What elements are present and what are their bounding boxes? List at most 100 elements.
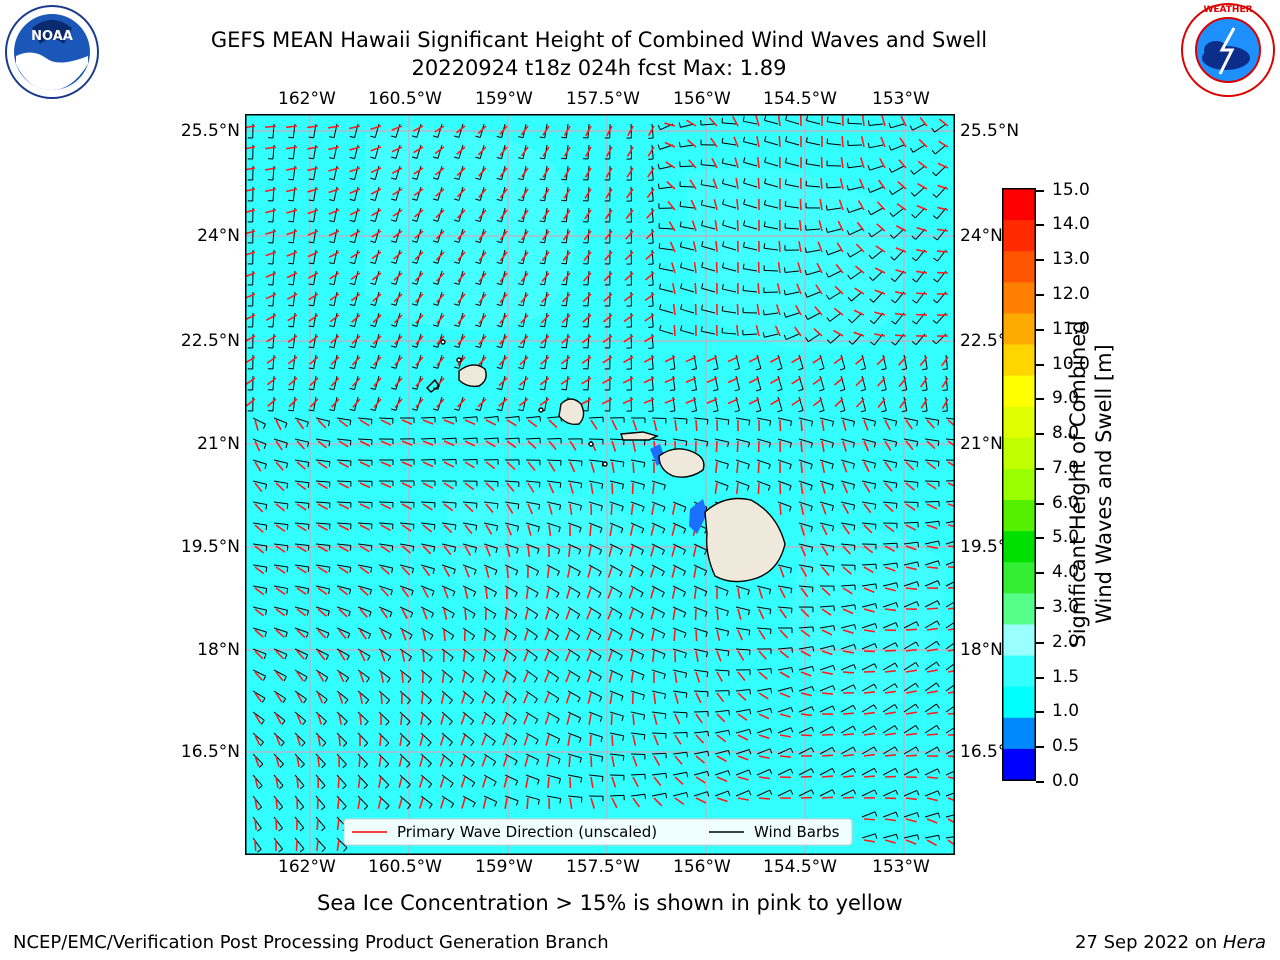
wave-direction-arrow	[632, 755, 638, 767]
wind-barb	[252, 648, 267, 655]
wave-direction-arrow	[265, 293, 277, 300]
wind-barb-tick	[922, 368, 928, 371]
colorbar-tick-mark	[1036, 642, 1044, 644]
wind-barb	[903, 703, 916, 713]
wave-direction-arrow	[422, 629, 427, 641]
wind-barb-tick	[785, 136, 788, 142]
wind-barb-tick	[284, 654, 288, 660]
wind-barb	[735, 769, 750, 776]
wind-barb-tick	[370, 303, 376, 306]
wind-barb-tick	[728, 710, 730, 716]
wave-direction-arrow	[581, 356, 592, 364]
wave-direction-arrow	[855, 356, 865, 365]
wind-barb-tick	[492, 635, 496, 641]
wind-barb-tick	[831, 768, 836, 774]
wave-direction-arrow	[757, 461, 760, 474]
wind-barb-tick	[454, 177, 460, 180]
wind-barb	[294, 774, 305, 786]
wind-barb-tick	[496, 177, 502, 181]
wind-barb	[785, 140, 800, 146]
wind-barb	[565, 354, 569, 369]
wave-direction-arrow	[727, 356, 739, 363]
wave-direction-arrow	[485, 566, 490, 578]
wind-barb-tick	[831, 726, 836, 732]
wind-barb-tick	[470, 657, 475, 662]
wind-barb-tick	[791, 687, 794, 693]
wave-direction-arrow	[755, 115, 760, 127]
wave-direction-arrow	[523, 734, 529, 746]
wave-direction-arrow	[422, 566, 431, 577]
wind-barb	[722, 122, 737, 125]
wind-barb	[630, 793, 645, 797]
wind-barb	[378, 753, 390, 765]
wind-barb	[609, 543, 623, 551]
wind-barb-tick	[764, 178, 767, 184]
wave-direction-arrow	[583, 230, 592, 241]
wave-direction-arrow	[317, 461, 328, 469]
wave-direction-arrow	[370, 188, 382, 195]
wind-barb-tick	[725, 590, 729, 596]
wind-barb-tick	[895, 462, 898, 468]
wind-barb-tick	[432, 366, 439, 369]
wind-barb	[945, 621, 955, 629]
wind-barb	[672, 417, 687, 420]
wind-barb	[504, 480, 520, 483]
wind-barb-tick	[726, 611, 729, 617]
wind-barb	[588, 732, 603, 738]
wind-barb	[798, 564, 813, 568]
wave-direction-arrow	[478, 314, 487, 324]
wave-direction-arrow	[937, 228, 949, 232]
wind-barb-tick	[657, 124, 661, 130]
wind-barb	[420, 711, 432, 722]
wind-barb-tick	[518, 241, 524, 244]
wind-barb-tick	[347, 633, 351, 639]
wave-direction-arrow	[523, 713, 529, 725]
colorbar-tick: 4.0	[1052, 562, 1080, 582]
wind-barb	[609, 585, 623, 594]
wave-direction-arrow	[539, 377, 550, 386]
wind-barb-tick	[727, 770, 731, 776]
wind-barb-tick	[915, 768, 920, 774]
wind-barb-tick	[599, 549, 603, 555]
wind-barb	[630, 711, 645, 716]
wave-direction-arrow	[916, 248, 928, 253]
wind-barb	[273, 648, 288, 655]
wind-barb	[544, 333, 548, 348]
wind-barb	[609, 732, 624, 737]
wind-barb	[630, 480, 645, 486]
wave-direction-arrow	[275, 650, 285, 660]
wave-direction-arrow	[485, 482, 495, 492]
wind-barb-tick	[470, 762, 475, 767]
wind-barb	[315, 816, 326, 828]
wave-direction-arrow	[905, 690, 917, 694]
wave-direction-arrow	[456, 398, 466, 408]
wave-direction-arrow	[563, 167, 571, 178]
wave-direction-arrow	[562, 251, 571, 262]
wind-barb-tick	[328, 441, 331, 447]
wave-direction-arrow	[884, 649, 897, 652]
wind-barb-tick	[342, 785, 347, 790]
wind-barb-tick	[881, 389, 887, 392]
wave-direction-arrow	[456, 146, 466, 155]
wave-direction-arrow	[287, 314, 298, 322]
wave-direction-arrow	[884, 482, 893, 492]
wind-barb-tick	[762, 332, 765, 338]
wind-barb-tick	[427, 721, 432, 726]
wind-barb	[294, 417, 309, 423]
wind-barb	[441, 564, 456, 570]
wind-barb-tick	[661, 550, 665, 556]
wind-barb-tick	[640, 634, 644, 640]
wind-barb	[903, 375, 908, 390]
wind-barb	[374, 291, 380, 306]
wind-barb	[357, 543, 372, 547]
wave-direction-arrow	[275, 818, 278, 831]
wind-barb-tick	[518, 388, 524, 391]
wind-barb-tick	[281, 720, 286, 725]
wave-direction-arrow	[527, 545, 531, 558]
wave-direction-arrow	[275, 671, 284, 682]
wave-direction-arrow	[628, 587, 634, 599]
wind-barb-tick	[411, 177, 418, 180]
wave-direction-arrow	[664, 141, 676, 148]
wind-barb	[378, 627, 392, 635]
wind-barb	[273, 459, 288, 464]
